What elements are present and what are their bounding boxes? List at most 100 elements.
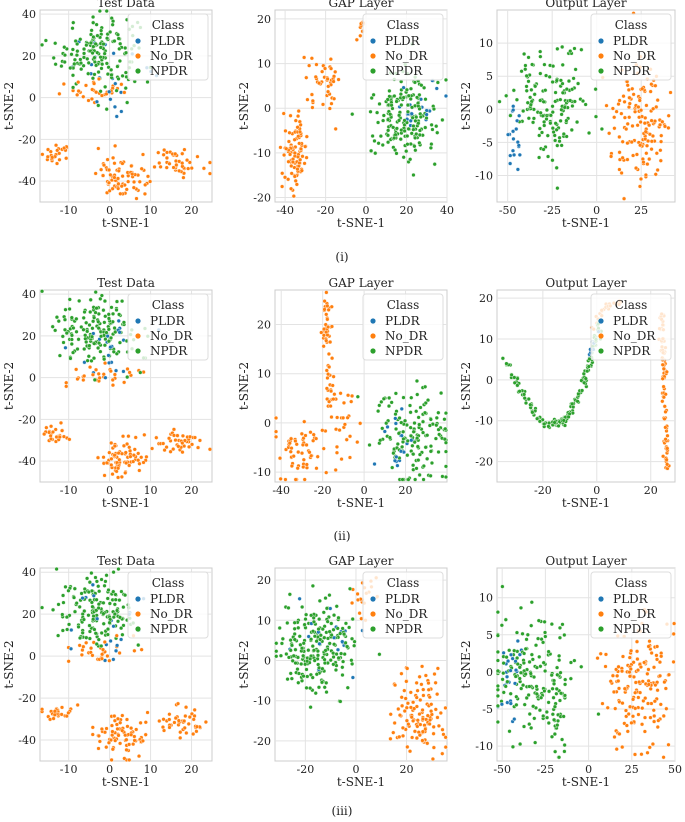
point-no-dr xyxy=(191,731,196,737)
point-no-dr xyxy=(309,56,314,61)
legend-title: Class xyxy=(615,576,648,590)
point-npdr xyxy=(433,436,438,441)
point-no-dr xyxy=(655,688,660,693)
point-no-dr xyxy=(334,444,340,450)
point-no-dr xyxy=(645,671,650,676)
point-npdr xyxy=(331,627,336,632)
point-no-dr xyxy=(133,435,138,440)
point-no-dr xyxy=(273,429,279,434)
point-npdr xyxy=(557,635,563,640)
point-no-dr xyxy=(624,126,629,132)
point-npdr xyxy=(78,60,84,66)
point-no-dr xyxy=(294,442,299,447)
point-npdr xyxy=(90,604,95,609)
point-no-dr xyxy=(633,690,638,695)
point-no-dr xyxy=(661,366,666,371)
point-npdr xyxy=(334,651,339,657)
point-pldr xyxy=(117,330,122,335)
y-axis-label: t-SNE-2 xyxy=(2,640,16,688)
point-npdr xyxy=(401,436,406,441)
point-no-dr xyxy=(414,704,419,709)
point-npdr xyxy=(386,128,391,133)
point-pldr xyxy=(510,129,516,134)
point-npdr xyxy=(401,395,406,400)
point-npdr xyxy=(518,670,524,675)
point-no-dr xyxy=(405,701,410,706)
point-npdr xyxy=(69,52,74,57)
point-npdr xyxy=(559,112,564,117)
scatter-points xyxy=(495,584,677,760)
point-no-dr xyxy=(127,757,132,763)
point-no-dr xyxy=(50,155,55,160)
point-no-dr xyxy=(118,741,123,746)
point-no-dr xyxy=(291,454,296,459)
point-npdr xyxy=(524,637,529,642)
point-no-dr xyxy=(652,699,657,704)
legend-title: Class xyxy=(615,18,648,32)
point-npdr xyxy=(375,120,381,125)
point-npdr xyxy=(67,297,72,302)
point-no-dr xyxy=(186,166,191,171)
point-npdr xyxy=(66,622,72,627)
point-npdr xyxy=(568,98,573,103)
point-no-dr xyxy=(625,121,630,126)
point-npdr xyxy=(60,612,65,617)
point-npdr xyxy=(536,618,541,623)
point-no-dr xyxy=(307,450,312,455)
point-npdr xyxy=(442,437,447,442)
point-npdr xyxy=(554,665,560,670)
point-pldr xyxy=(111,51,116,56)
point-npdr xyxy=(320,666,325,671)
y-tick-label: -20 xyxy=(18,133,36,146)
point-npdr xyxy=(105,632,110,637)
point-npdr xyxy=(106,327,111,332)
point-no-dr xyxy=(57,434,62,440)
point-no-dr xyxy=(286,139,291,144)
point-no-dr xyxy=(402,688,407,693)
point-npdr xyxy=(94,641,99,647)
point-no-dr xyxy=(321,344,326,349)
point-npdr xyxy=(309,637,314,642)
point-npdr xyxy=(274,649,279,654)
point-npdr xyxy=(69,333,75,338)
point-npdr xyxy=(84,576,90,581)
legend-label: NPDR xyxy=(385,64,423,78)
point-npdr xyxy=(561,714,566,719)
point-npdr xyxy=(420,430,426,435)
subplot-title: GAP Layer xyxy=(329,0,394,10)
point-no-dr xyxy=(627,704,633,709)
point-npdr xyxy=(50,607,56,612)
point-no-dr xyxy=(642,715,648,720)
point-no-dr xyxy=(625,157,630,162)
x-tick-label: 10 xyxy=(144,204,158,217)
point-no-dr xyxy=(662,416,667,421)
point-npdr xyxy=(290,658,295,663)
point-npdr xyxy=(495,703,500,708)
point-npdr xyxy=(541,99,546,104)
point-npdr xyxy=(534,684,539,689)
point-no-dr xyxy=(324,338,329,343)
point-npdr xyxy=(495,683,500,689)
point-npdr xyxy=(289,676,294,681)
point-npdr xyxy=(580,98,586,104)
legend-title: Class xyxy=(387,298,420,312)
point-npdr xyxy=(103,84,108,89)
point-no-dr xyxy=(426,680,431,686)
point-npdr xyxy=(77,604,82,610)
legend-marker-pldr xyxy=(135,318,141,324)
point-pldr xyxy=(511,136,516,142)
point-npdr xyxy=(559,143,564,148)
point-npdr xyxy=(112,611,117,617)
point-no-dr xyxy=(435,715,440,720)
point-npdr xyxy=(530,62,535,67)
point-no-dr xyxy=(157,718,162,724)
point-no-dr xyxy=(303,433,308,438)
point-npdr xyxy=(311,648,317,653)
y-tick-label: 5 xyxy=(486,70,493,83)
point-no-dr xyxy=(355,597,361,603)
legend-marker-no-dr xyxy=(370,333,376,339)
legend-label: NPDR xyxy=(150,622,188,636)
